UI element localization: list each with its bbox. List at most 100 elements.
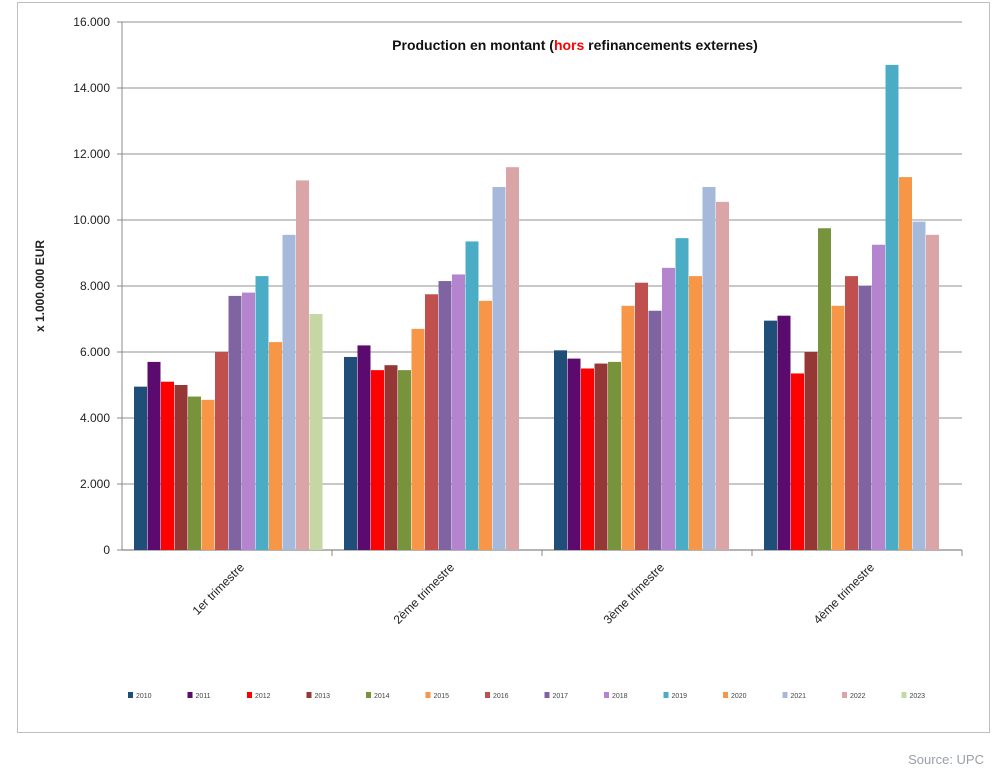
legend-label: 2015 <box>434 693 450 700</box>
legend-label: 2012 <box>255 693 271 700</box>
bar-2022-4 <box>926 234 939 550</box>
bar-2019-2 <box>465 241 479 550</box>
bar-2022-3 <box>716 201 729 550</box>
chart-title-part: hors <box>554 37 585 53</box>
chart-frame <box>17 2 990 733</box>
legend-swatch-2021 <box>782 692 788 698</box>
bar-2014-4 <box>818 228 831 550</box>
y-tick-label: 8.000 <box>80 279 110 293</box>
x-tick-label: 4ème trimestre <box>811 560 878 627</box>
bar-2015-2 <box>411 328 425 550</box>
y-tick-label: 2.000 <box>80 477 110 491</box>
legend-swatch-2010 <box>128 692 133 698</box>
bar-2011-2 <box>357 345 371 550</box>
bar-2010-1 <box>134 386 147 550</box>
legend-swatch-2020 <box>723 692 728 698</box>
y-tick-label: 14.000 <box>73 81 110 95</box>
legend-swatch-2022 <box>842 692 847 698</box>
legend-label: 2020 <box>731 693 747 700</box>
chart-title: Production en montant (hors refinancemen… <box>392 37 758 53</box>
y-tick-label: 12.000 <box>73 147 110 161</box>
bar-2018-3 <box>662 267 675 550</box>
bar-2023-1 <box>309 314 323 550</box>
legend-label: 2019 <box>672 693 688 700</box>
y-tick-label: 0 <box>103 543 110 557</box>
bar-2019-3 <box>675 238 689 550</box>
y-axis-label: x 1.000.000 EUR <box>33 240 47 332</box>
legend-label: 2021 <box>791 693 807 700</box>
legend-label: 2013 <box>315 693 331 700</box>
bar-2018-2 <box>452 274 465 550</box>
bar-2017-1 <box>228 295 242 550</box>
bar-2013-2 <box>384 365 398 550</box>
legend-swatch-2012 <box>247 692 252 698</box>
legend-label: 2022 <box>850 693 866 700</box>
source-note: Source: UPC <box>908 752 984 767</box>
chart-title-part: refinancements externes) <box>584 37 758 53</box>
bar-2013-3 <box>594 363 608 550</box>
bar-2019-4 <box>885 64 899 551</box>
bar-2011-3 <box>567 358 581 550</box>
bar-2012-2 <box>371 370 384 550</box>
bar-2021-3 <box>702 187 716 550</box>
legend-label: 2010 <box>136 693 152 700</box>
legend-swatch-2018 <box>604 692 609 698</box>
legend-swatch-2017 <box>544 692 550 698</box>
bar-2011-4 <box>777 315 791 550</box>
bar-2022-2 <box>506 167 519 550</box>
bar-2015-1 <box>201 399 215 550</box>
bar-2015-4 <box>831 305 845 550</box>
bar-2020-3 <box>689 276 702 550</box>
bar-2020-4 <box>899 177 912 550</box>
bar-2022-1 <box>296 180 309 550</box>
chart-title-part: Production en montant ( <box>392 37 554 53</box>
bar-2020-2 <box>479 300 492 550</box>
bar-2010-3 <box>554 350 567 550</box>
bar-2021-4 <box>912 221 926 550</box>
legend-label: 2011 <box>196 693 211 700</box>
bar-2017-2 <box>438 281 452 550</box>
bar-2021-2 <box>492 187 506 550</box>
legend-swatch-2016 <box>485 692 490 698</box>
bar-2012-1 <box>161 381 174 550</box>
bar-2012-3 <box>581 368 594 550</box>
y-tick-label: 6.000 <box>80 345 110 359</box>
bar-2017-4 <box>858 286 872 550</box>
legend-label: 2018 <box>612 693 628 700</box>
y-tick-label: 16.000 <box>73 15 110 29</box>
bar-2021-1 <box>282 234 296 550</box>
y-tick-label: 4.000 <box>80 411 110 425</box>
bar-2012-4 <box>791 373 804 550</box>
bar-2014-1 <box>188 396 201 550</box>
legend-swatch-2011 <box>187 692 193 698</box>
x-tick-label: 3ème trimestre <box>601 560 668 627</box>
bar-2010-2 <box>344 356 357 550</box>
x-tick-label: 1er trimestre <box>190 560 248 618</box>
legend-label: 2023 <box>910 693 926 700</box>
bar-2013-4 <box>804 352 818 550</box>
x-tick-label: 2ème trimestre <box>391 560 458 627</box>
bar-2014-3 <box>608 361 621 550</box>
legend-swatch-2019 <box>663 692 669 698</box>
bar-2013-1 <box>174 385 188 550</box>
bar-2016-4 <box>845 276 858 550</box>
bar-2018-1 <box>242 292 255 550</box>
legend-swatch-2013 <box>306 692 312 698</box>
legend-label: 2017 <box>553 693 569 700</box>
bar-2019-1 <box>255 276 269 550</box>
bar-2011-1 <box>147 361 161 550</box>
bar-2014-2 <box>398 370 411 550</box>
bar-2015-3 <box>621 305 635 550</box>
bar-2016-2 <box>425 294 438 550</box>
y-tick-label: 10.000 <box>73 213 110 227</box>
bar-2020-1 <box>269 342 282 550</box>
bar-2010-4 <box>764 320 777 550</box>
bar-2018-4 <box>872 244 885 550</box>
bar-2016-3 <box>635 282 648 550</box>
legend-swatch-2015 <box>425 692 431 698</box>
bar-2016-1 <box>215 352 228 550</box>
legend-label: 2016 <box>493 693 509 700</box>
legend-swatch-2014 <box>366 692 371 698</box>
legend-label: 2014 <box>374 693 390 700</box>
bar-chart: 0 2.000 4.000 6.000 8.000 10.000 12.000 14.000 1… <box>33 15 963 700</box>
